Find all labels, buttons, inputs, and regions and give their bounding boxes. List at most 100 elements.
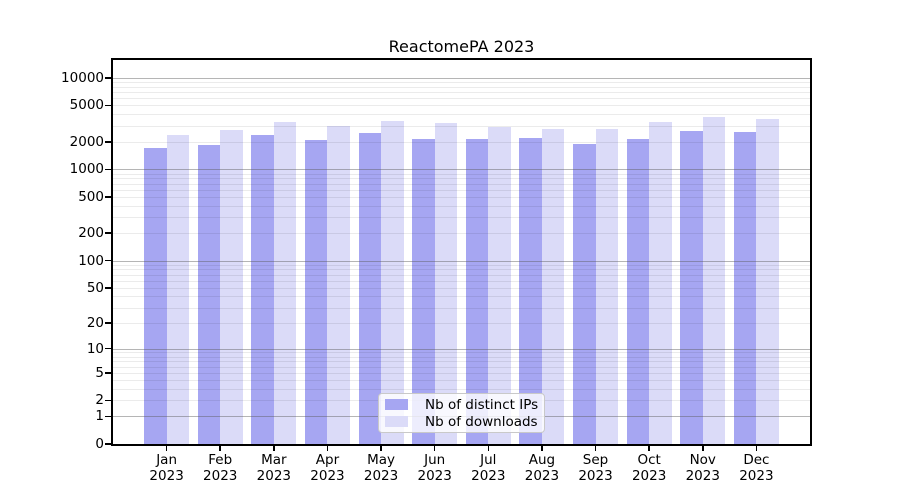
gridline-minor [113,196,810,198]
x-tick-label: Oct 2023 [631,452,667,484]
gridline-minor [113,114,810,116]
gridline-minor [113,352,810,354]
y-tick-mark [105,399,112,402]
y-tick-label: 10 [86,340,104,357]
y-tick-mark [105,415,112,418]
x-tick-mark [219,446,222,451]
gridline-minor [113,205,810,207]
y-tick-label: 50 [86,279,104,296]
chart-title: ReactomePA 2023 [388,37,535,56]
x-tick-mark [326,446,329,451]
gridline-minor [113,141,810,143]
y-tick-mark [105,77,112,79]
bar-distinct-ips [519,138,542,444]
bar-downloads [541,129,565,444]
legend-item-distinct-ips: Nb of distinct IPs [385,396,540,413]
x-tick-label: Nov 2023 [685,452,720,484]
bar-downloads [273,122,297,444]
gridline-minor [113,269,810,271]
x-tick-mark [380,446,382,451]
y-tick-mark [105,322,112,324]
bar-downloads [381,121,404,444]
y-tick-label: 2000 [69,133,104,150]
bar-distinct-ips [465,139,489,444]
y-tick-mark [105,259,112,262]
y-tick-label: 10000 [61,69,104,86]
y-tick-mark [105,104,112,107]
x-tick-mark [433,446,436,451]
x-tick-label: May 2023 [363,452,399,484]
y-tick-mark [105,347,112,350]
x-tick-label: Dec 2023 [739,452,774,484]
y-tick-label: 1000 [69,161,104,178]
plot-area [113,60,810,444]
gridline-minor [113,280,810,282]
gridline-minor [113,296,810,298]
bar-distinct-ips [680,131,703,444]
y-tick-label: 5000 [69,97,104,114]
gridline-minor [113,105,810,107]
x-tick-label: Apr 2023 [310,452,345,484]
bar-downloads [434,123,458,444]
gridline-minor [113,183,810,185]
gridline-minor [113,98,810,100]
x-tick-label: Sep 2023 [578,452,613,484]
y-tick-label: 500 [78,188,104,205]
x-tick-label: Jan 2023 [149,452,184,484]
gridline-major [113,348,810,350]
x-tick-mark [648,446,650,451]
bar-downloads [595,129,619,444]
gridline-minor [113,356,810,358]
x-tick-mark [273,446,275,451]
gridline-minor [113,287,810,289]
gridline-minor [113,372,810,374]
x-tick-label: Jul 2023 [471,452,506,484]
legend-swatch-downloads [385,416,408,427]
bar-downloads [327,126,350,444]
gridline-minor [113,380,810,382]
y-tick-label: 100 [78,252,104,269]
y-tick-label: 5 [95,364,104,381]
bar-distinct-ips [412,139,435,444]
bar-distinct-ips [733,132,757,444]
gridline-minor [113,264,810,266]
gridline-minor [113,173,810,175]
x-tick-mark [701,446,704,451]
legend-item-downloads: Nb of downloads [385,413,540,430]
gridline-minor [113,82,810,84]
x-tick-label: Mar 2023 [256,452,292,484]
bar-downloads [220,130,243,444]
gridline-minor [113,233,810,235]
y-tick-label: 0 [95,436,104,452]
legend-label-downloads: Nb of downloads [425,413,538,430]
gridline-minor [113,274,810,276]
gridline-minor [113,92,810,94]
gridline-minor [113,307,810,309]
bar-downloads [702,117,726,444]
gridline-minor [113,388,810,390]
legend-label-distinct-ips: Nb of distinct IPs [425,396,539,413]
x-tick-label: Jun 2023 [417,452,452,484]
y-tick-mark [105,141,112,143]
gridline-minor [113,217,810,219]
gridline-minor [113,189,810,191]
x-tick-mark [594,446,597,451]
x-tick-label: Feb 2023 [203,452,238,484]
gridline-minor [113,86,810,88]
y-tick-mark [105,168,112,171]
bar-distinct-ips [358,133,382,444]
bar-downloads [488,127,511,444]
x-tick-label: Aug 2023 [524,452,560,484]
y-tick-mark [105,286,112,289]
bar-downloads [756,119,779,444]
legend-swatch-distinct-ips [385,399,408,410]
y-tick-label: 200 [78,225,104,242]
bar-distinct-ips [573,144,596,444]
gridline-major [113,260,810,262]
gridline-minor [113,178,810,180]
bar-downloads [166,135,190,444]
x-tick-mark [755,446,758,451]
gridline-major [113,169,810,171]
x-tick-mark [541,446,543,451]
x-tick-mark [487,446,490,451]
